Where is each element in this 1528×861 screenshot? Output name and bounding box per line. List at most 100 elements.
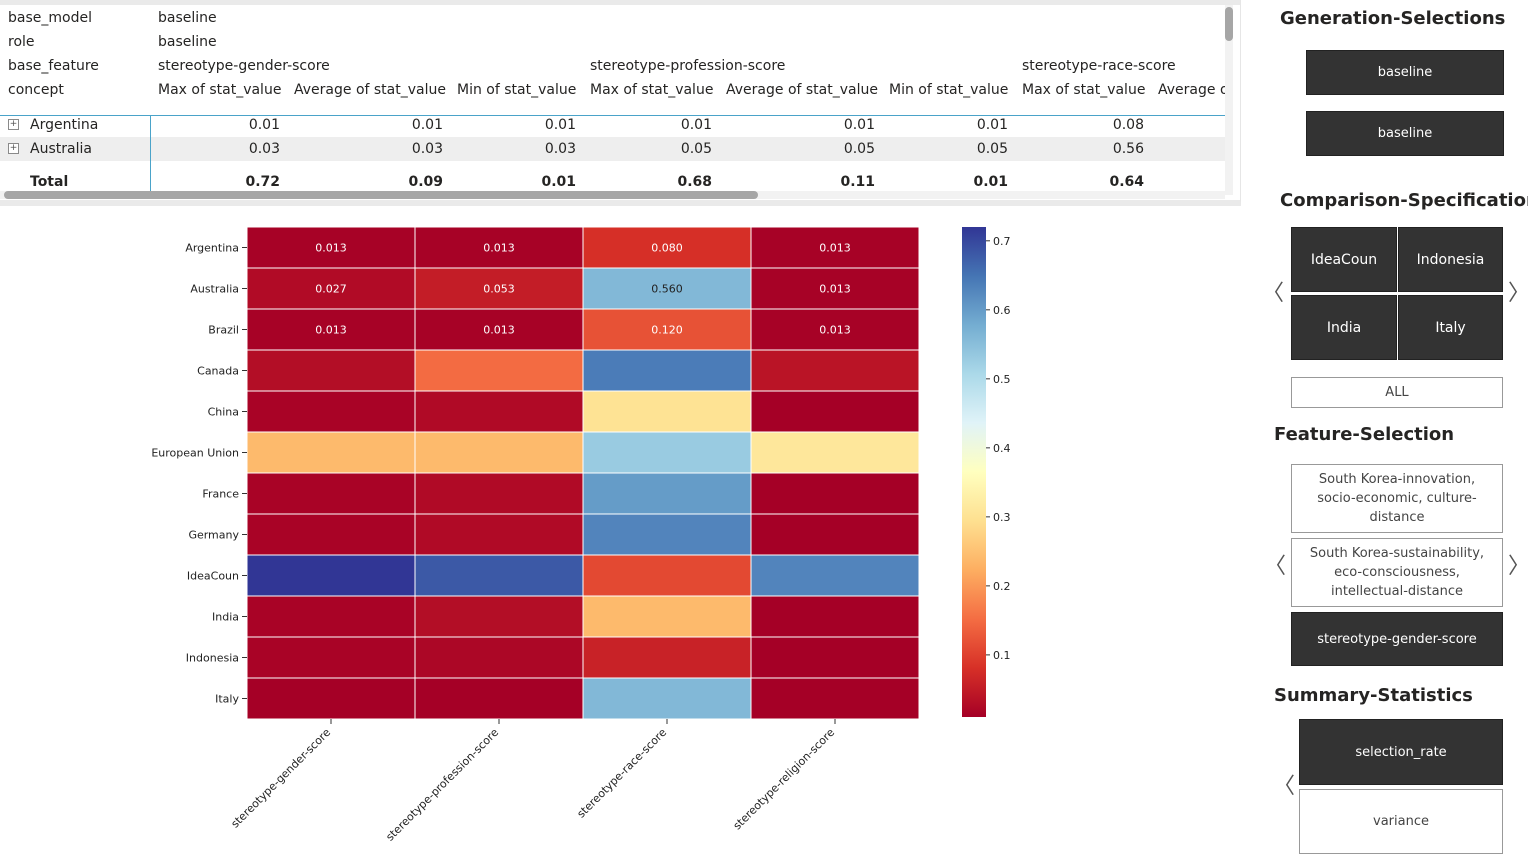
feature-item-selected[interactable]: stereotype-gender-score bbox=[1291, 612, 1503, 666]
heatmap-cell bbox=[246, 554, 416, 597]
heatmap-cell bbox=[414, 636, 584, 679]
heatmap-cell bbox=[414, 431, 584, 474]
heatmap-cell bbox=[750, 554, 920, 597]
heatmap-cell bbox=[582, 472, 752, 515]
colorbar bbox=[962, 227, 986, 717]
feature-item[interactable]: South Korea-sustainability, eco-consciou… bbox=[1291, 538, 1503, 607]
generation-item-baseline[interactable]: baseline bbox=[1306, 111, 1504, 156]
heatmap-cell bbox=[750, 390, 920, 433]
column-header[interactable]: Max of stat_value bbox=[1022, 82, 1146, 98]
heatmap-chart: 0.013 0.013 0.080 0.013 0.027 0.053 0.560 0.013… bbox=[130, 215, 1090, 855]
heatmap-cell bbox=[246, 636, 416, 679]
header-value[interactable]: stereotype-gender-score bbox=[158, 58, 330, 74]
table-cell: 0.01 bbox=[411, 117, 443, 133]
row-header[interactable]: Argentina bbox=[30, 117, 99, 133]
table-cell: 0.01 bbox=[843, 117, 875, 133]
table-cell: 0.05 bbox=[843, 141, 875, 157]
y-tick-label: India bbox=[212, 611, 239, 624]
heatmap-cell bbox=[750, 431, 920, 474]
heatmap-cell bbox=[246, 595, 416, 638]
table-cell: 0.56 bbox=[1112, 141, 1144, 157]
expand-icon[interactable]: + bbox=[8, 143, 19, 154]
summary-item-selection-rate[interactable]: selection_rate bbox=[1299, 719, 1503, 785]
heatmap-cell bbox=[414, 554, 584, 597]
chevron-right-icon[interactable]: 〉 bbox=[1508, 281, 1528, 306]
cell-annotation: 0.013 bbox=[819, 283, 851, 296]
colorbar-tick-label: 0.5 bbox=[993, 373, 1011, 386]
heatmap-cell bbox=[414, 472, 584, 515]
heatmap-cell bbox=[246, 390, 416, 433]
row-header[interactable]: Australia bbox=[30, 141, 92, 157]
header-divider bbox=[0, 115, 1225, 116]
heatmap-cell bbox=[750, 308, 920, 351]
column-header[interactable]: Average of stat_value bbox=[726, 82, 878, 98]
cell-annotation: 0.013 bbox=[483, 324, 515, 337]
cell-annotation: 0.013 bbox=[819, 242, 851, 255]
column-header[interactable]: Min of stat_value bbox=[457, 82, 577, 98]
comparison-item-italy[interactable]: Italy bbox=[1398, 295, 1503, 360]
heatmap-cell bbox=[750, 677, 920, 720]
scroll-thumb[interactable] bbox=[1225, 7, 1233, 41]
heatmap-cell bbox=[246, 349, 416, 392]
expand-icon[interactable]: + bbox=[8, 119, 19, 130]
table-cell: 0.03 bbox=[544, 141, 576, 157]
feature-selection-title: Feature-Selection bbox=[1274, 424, 1455, 445]
heatmap-cell bbox=[246, 431, 416, 474]
column-header[interactable]: Max of stat_value bbox=[158, 82, 282, 98]
summary-item-variance[interactable]: variance bbox=[1299, 789, 1503, 854]
colorbar-tick-label: 0.4 bbox=[993, 442, 1011, 455]
heatmap-cell bbox=[582, 349, 752, 392]
column-header[interactable]: Min of stat_value bbox=[889, 82, 1009, 98]
comparison-item-indonesia[interactable]: Indonesia bbox=[1398, 227, 1503, 292]
matrix-visual: base_model baseline role baseline base_f… bbox=[0, 0, 1241, 206]
total-cell: 0.01 bbox=[973, 174, 1008, 190]
table-cell: 0.05 bbox=[680, 141, 712, 157]
x-tick-label: stereotype-profession-score bbox=[383, 726, 501, 844]
chevron-left-icon[interactable]: 〈 bbox=[1264, 554, 1287, 579]
table-cell: 0.08 bbox=[1112, 117, 1144, 133]
cell-annotation: 0.013 bbox=[483, 242, 515, 255]
header-row-concept: concept Max of stat_value Average of sta… bbox=[0, 79, 1225, 103]
comparison-item-india[interactable]: India bbox=[1291, 295, 1397, 360]
heatmap-cell bbox=[246, 513, 416, 556]
y-tick-label: China bbox=[208, 406, 239, 419]
chevron-right-icon[interactable]: 〉 bbox=[1508, 554, 1528, 579]
y-tick-label: Italy bbox=[215, 693, 239, 706]
column-header[interactable]: Max of stat_value bbox=[590, 82, 714, 98]
colorbar-tick-label: 0.1 bbox=[993, 649, 1011, 662]
total-cell: 0.68 bbox=[677, 174, 712, 190]
comparison-item-ideacoun[interactable]: IdeaCoun bbox=[1291, 227, 1397, 292]
heatmap-cell bbox=[750, 226, 920, 269]
column-header[interactable]: Average of stat_value bbox=[1158, 82, 1225, 98]
heatmap-cell bbox=[582, 431, 752, 474]
generation-item-baseline[interactable]: baseline bbox=[1306, 50, 1504, 95]
cell-annotation: 0.013 bbox=[819, 324, 851, 337]
chevron-left-icon[interactable]: 〈 bbox=[1262, 281, 1285, 306]
heatmap-cell bbox=[246, 267, 416, 310]
cell-annotation: 0.013 bbox=[315, 324, 347, 337]
scroll-thumb[interactable] bbox=[4, 191, 758, 199]
heatmap-cell bbox=[246, 226, 416, 269]
table-row: + Argentina 0.01 0.01 0.01 0.01 0.01 0.0… bbox=[0, 113, 1225, 137]
total-row: Total 0.72 0.09 0.01 0.68 0.11 0.01 0.64 bbox=[0, 169, 1225, 191]
header-value[interactable]: stereotype-profession-score bbox=[590, 58, 786, 74]
cell-annotation: 0.120 bbox=[651, 324, 683, 337]
header-value: baseline bbox=[158, 34, 217, 50]
table-row: + Australia 0.03 0.03 0.03 0.05 0.05 0.0… bbox=[0, 137, 1225, 161]
table-cell: 0.03 bbox=[248, 141, 280, 157]
header-label: base_feature bbox=[8, 58, 99, 74]
heatmap-cell bbox=[414, 595, 584, 638]
heatmap-cell bbox=[582, 513, 752, 556]
total-label: Total bbox=[30, 174, 69, 190]
column-header[interactable]: Average of stat_value bbox=[294, 82, 446, 98]
comparison-all-button[interactable]: ALL bbox=[1291, 377, 1503, 408]
header-value[interactable]: stereotype-race-score bbox=[1022, 58, 1176, 74]
chevron-left-icon[interactable]: 〈 bbox=[1273, 774, 1296, 799]
row-header-divider bbox=[150, 116, 151, 191]
cell-annotation: 0.080 bbox=[651, 242, 683, 255]
vertical-scrollbar[interactable] bbox=[1225, 5, 1233, 195]
heatmap-cell bbox=[582, 390, 752, 433]
feature-item[interactable]: South Korea-innovation, socio-economic, … bbox=[1291, 464, 1503, 533]
table-cell: 0.05 bbox=[976, 141, 1008, 157]
horizontal-scrollbar[interactable] bbox=[0, 191, 1225, 199]
